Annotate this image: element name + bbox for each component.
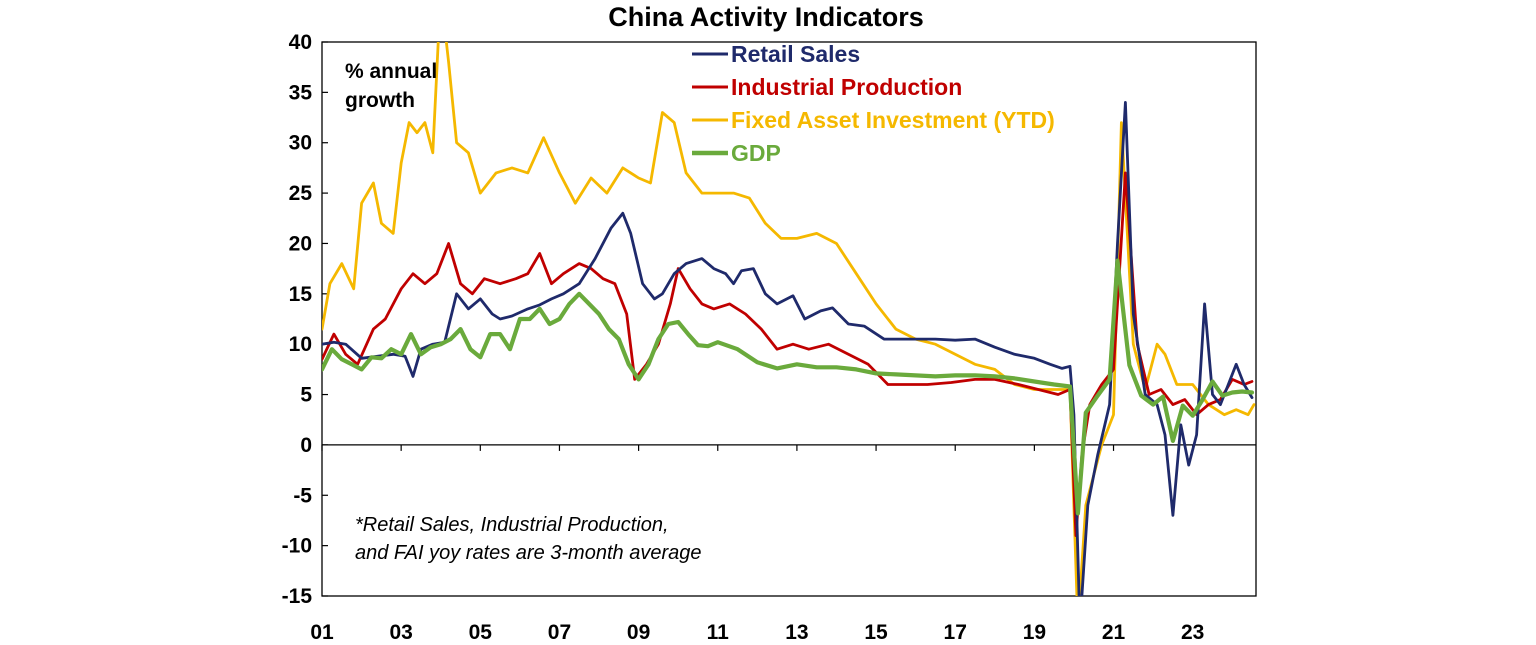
- x-tick-label: 09: [627, 621, 650, 644]
- x-tick-label: 23: [1181, 621, 1204, 644]
- x-tick-label: 13: [785, 621, 808, 644]
- x-tick-label: 05: [469, 621, 493, 644]
- legend-label-fixed-asset-investment-ytd: Fixed Asset Investment (YTD): [731, 107, 1055, 133]
- footnote-line-2: and FAI yoy rates are 3-month average: [355, 542, 701, 564]
- series-line-industrial-production: [322, 171, 1254, 537]
- x-axis-ticks: 01 03 05 07 09 11 13 15 17 19 21 23: [310, 444, 1204, 644]
- legend-label-retail-sales: Retail Sales: [731, 41, 860, 67]
- y-tick-label: 10: [289, 333, 312, 356]
- chart-title: China Activity Indicators: [608, 2, 924, 32]
- y-tick-label: 25: [289, 182, 313, 205]
- x-tick-label: 15: [864, 621, 888, 644]
- y-axis-label: % annual growth: [345, 60, 437, 112]
- y-tick-label: 30: [289, 132, 312, 155]
- series-line-gdp: [322, 258, 1255, 516]
- y-axis-label-line-1: % annual: [345, 60, 437, 83]
- x-tick-label: 01: [310, 621, 334, 644]
- y-tick-label: 0: [300, 434, 312, 457]
- y-tick-label: -10: [282, 535, 312, 558]
- y-tick-label: 35: [289, 81, 313, 104]
- y-axis-ticks: 40 35 30 25 20 15 10 5 0 -5 -10 -15: [282, 31, 328, 608]
- legend: Retail Sales Industrial Production Fixed A…: [692, 41, 1055, 166]
- y-tick-label: 40: [289, 31, 312, 54]
- x-tick-label: 17: [944, 621, 967, 644]
- y-tick-label: 5: [300, 384, 312, 407]
- x-tick-label: 19: [1023, 621, 1046, 644]
- y-tick-label: -15: [282, 585, 313, 608]
- footnote: *Retail Sales, Industrial Production, an…: [355, 514, 701, 564]
- x-tick-label: 11: [707, 621, 730, 644]
- legend-label-gdp: GDP: [731, 140, 781, 166]
- x-tick-label: 07: [548, 621, 571, 644]
- y-tick-label: 20: [289, 232, 312, 255]
- y-tick-label: 15: [289, 283, 313, 306]
- series-lines: [322, 42, 1256, 596]
- series-line-retail-sales: [322, 101, 1254, 596]
- y-axis-label-line-2: growth: [345, 89, 415, 112]
- plot-frame: [321, 41, 1257, 597]
- x-tick-label: 03: [389, 621, 412, 644]
- x-tick-label: 21: [1102, 621, 1126, 644]
- y-tick-label: -5: [293, 484, 312, 507]
- footnote-line-1: *Retail Sales, Industrial Production,: [355, 514, 669, 536]
- legend-label-industrial-production: Industrial Production: [731, 74, 962, 100]
